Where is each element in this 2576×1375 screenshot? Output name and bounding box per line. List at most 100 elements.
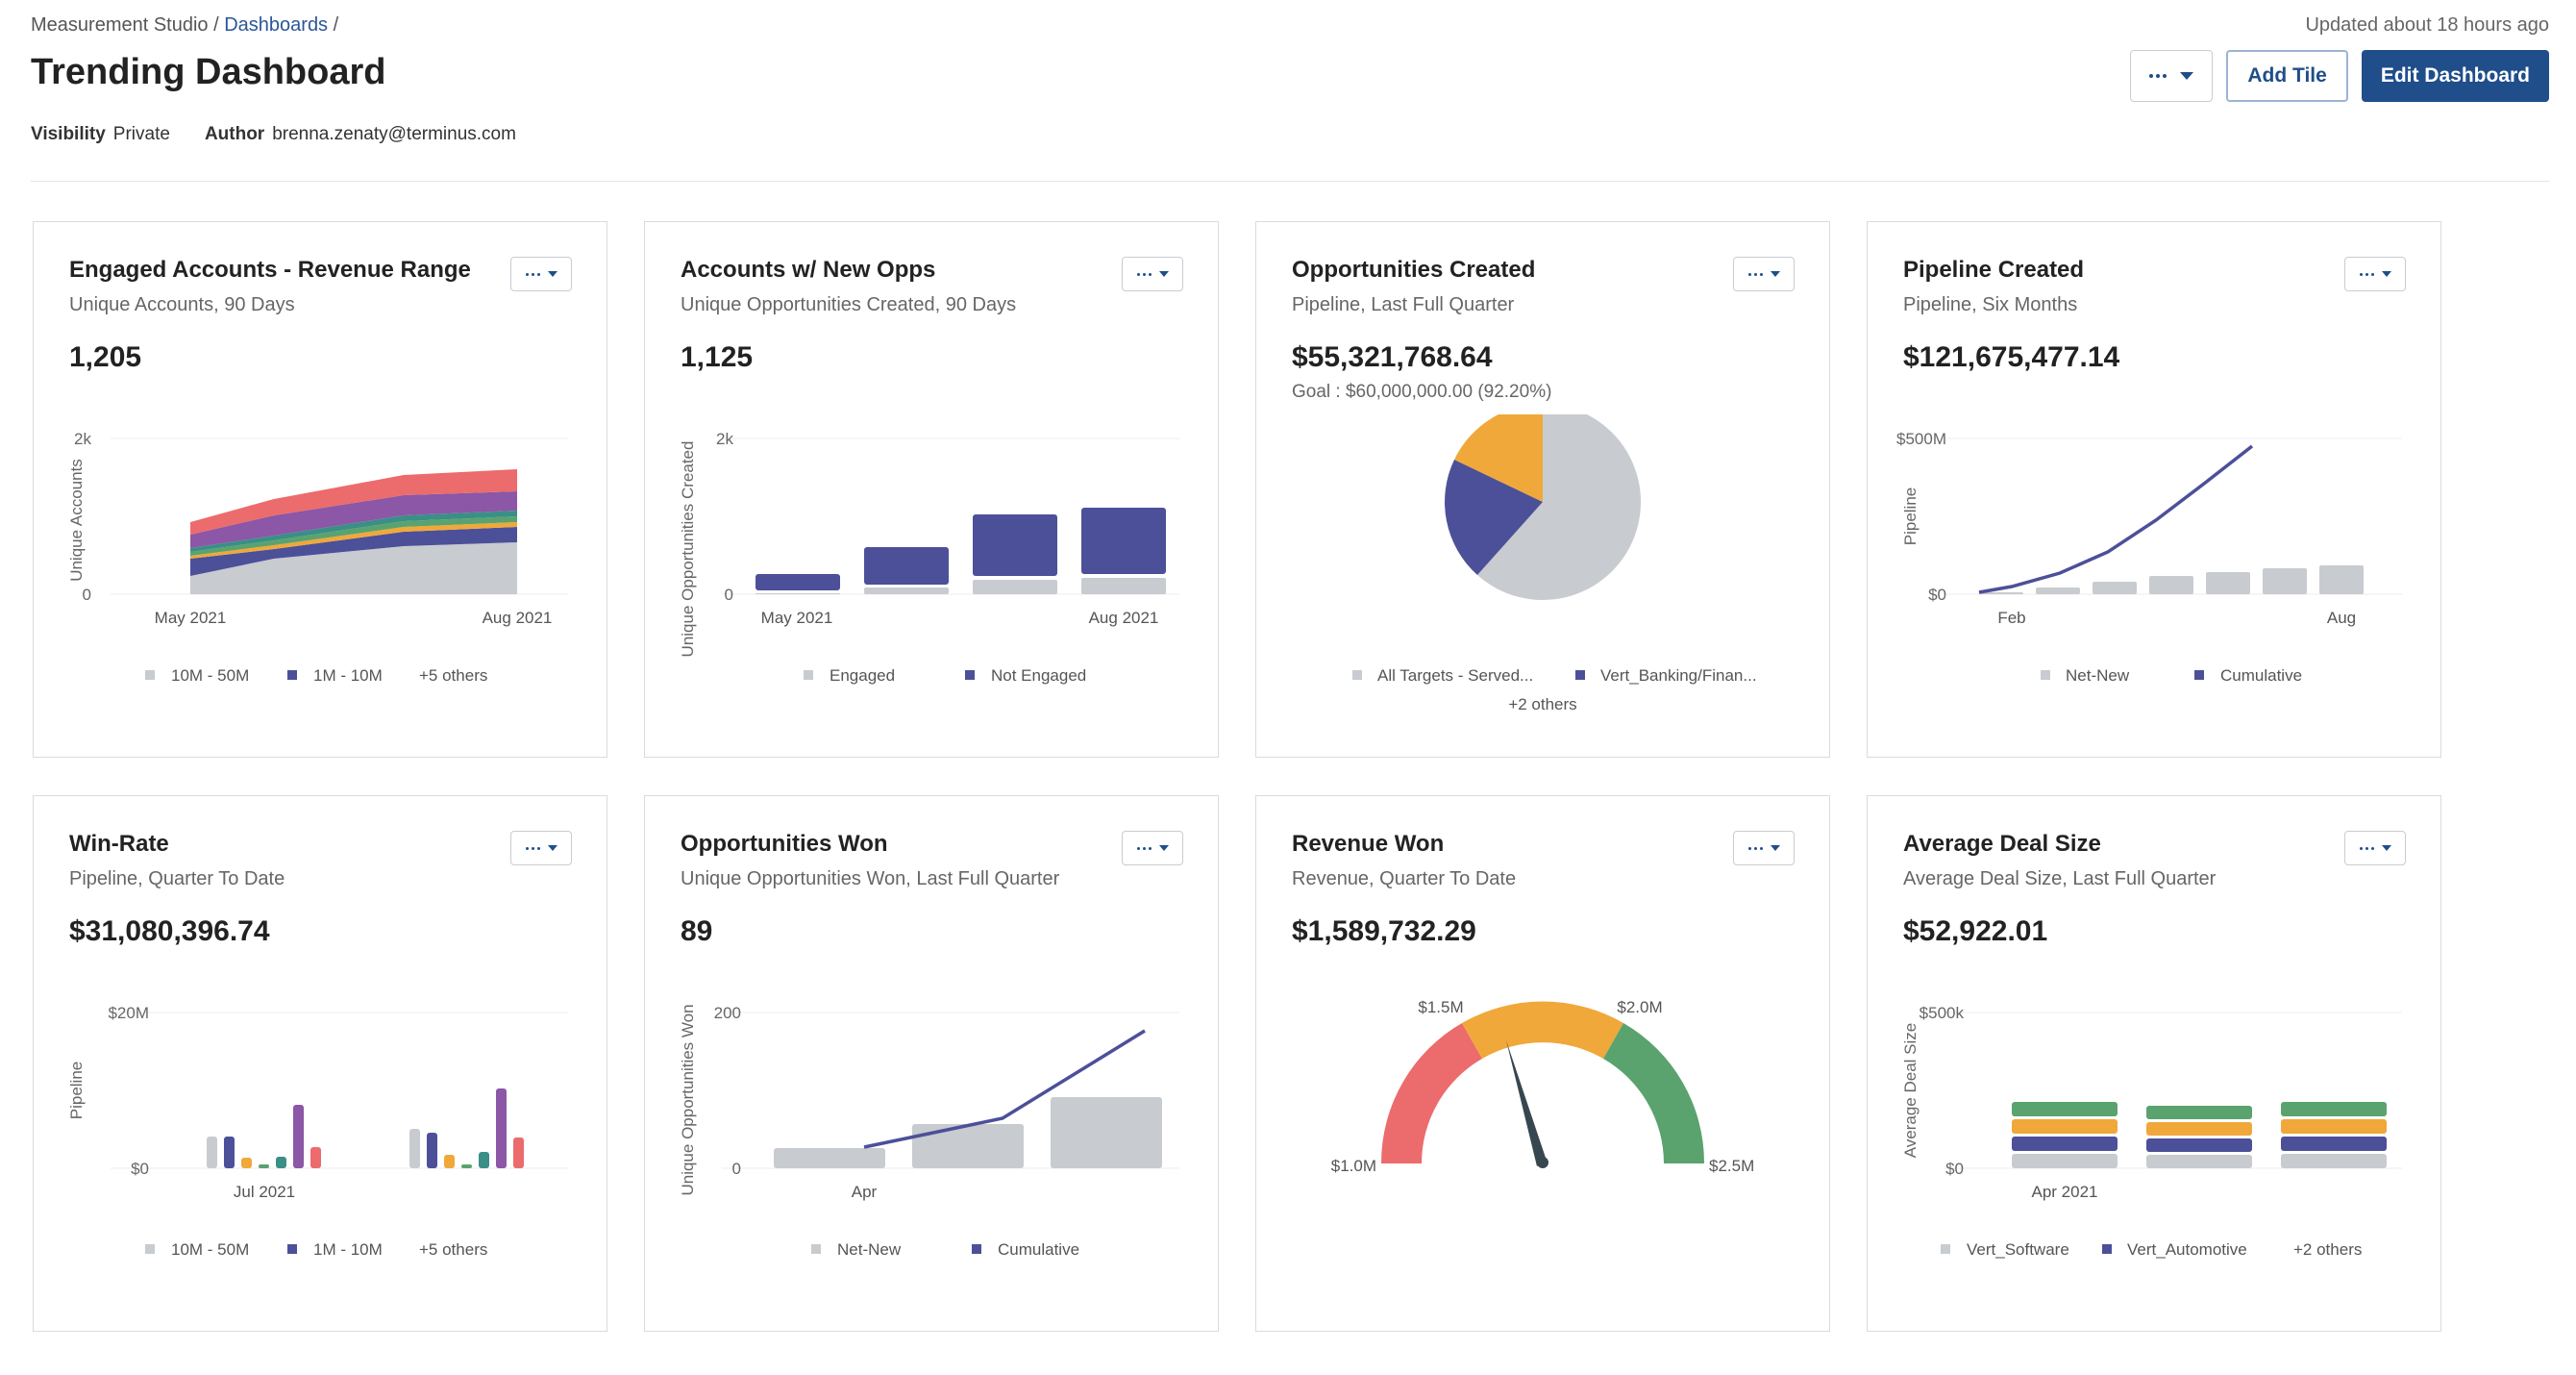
page-title: Trending Dashboard <box>31 52 386 92</box>
legend-swatch <box>804 670 813 680</box>
stacked-bar-chart: $500k $0 Average Deal Size Apr 2021 Vert… <box>1901 1004 2402 1259</box>
tile-subtitle: Pipeline, Quarter To Date <box>69 868 285 889</box>
tile-subtitle: Revenue, Quarter To Date <box>1292 868 1517 889</box>
tile-value: $55,321,768.64 <box>1292 341 1493 373</box>
legend-swatch <box>2194 670 2204 680</box>
bar-net-new <box>2036 588 2080 594</box>
y-tick-top: $500M <box>1896 430 1946 448</box>
author-label: Author <box>204 124 265 144</box>
legend-item[interactable]: 1M - 10M <box>313 1240 383 1259</box>
gauge-chart: $1.0M $1.5M $2.0M $2.5M <box>1331 998 1755 1175</box>
x-tick-label: Feb <box>1997 609 2025 627</box>
caret-down-icon <box>1770 845 1780 851</box>
add-tile-button[interactable]: Add Tile <box>2226 50 2348 102</box>
bar-net-new <box>2263 568 2307 594</box>
legend-more[interactable]: +2 others <box>2293 1240 2362 1259</box>
tile-menu-button[interactable] <box>1733 831 1795 865</box>
gauge-label: $2.0M <box>1617 998 1662 1016</box>
legend-more[interactable]: +2 others <box>1508 695 1576 713</box>
area-series-other <box>190 511 517 552</box>
tile-menu-button[interactable] <box>2344 257 2406 291</box>
tile-menu-button[interactable] <box>510 257 572 291</box>
gauge-band-red <box>1380 1023 1482 1163</box>
breadcrumb: Measurement Studio / Dashboards / <box>31 14 338 37</box>
tile-value: $121,675,477.14 <box>1903 341 2120 373</box>
legend-swatch <box>965 670 975 680</box>
legend-swatch <box>2102 1244 2112 1254</box>
tile-subtitle: Unique Opportunities Won, Last Full Quar… <box>681 868 1060 889</box>
area-chart: 2k 0 Unique Accounts May 2021 Aug 2021 1… <box>67 430 568 685</box>
bar-engaged <box>973 580 1057 594</box>
gauge-needle <box>1506 1040 1547 1166</box>
bar <box>496 1088 507 1168</box>
legend-swatch <box>811 1244 821 1254</box>
tile-menu-button[interactable] <box>1122 257 1183 291</box>
tile-value: $31,080,396.74 <box>69 915 270 947</box>
bar-segment <box>2012 1154 2118 1168</box>
y-tick-bottom: 0 <box>732 1160 741 1178</box>
legend-item[interactable]: 10M - 50M <box>171 1240 249 1259</box>
y-axis-label: Average Deal Size <box>1901 1023 1920 1159</box>
legend-swatch <box>2041 670 2050 680</box>
legend-item[interactable]: Vert_Banking/Finan... <box>1600 666 1757 685</box>
legend-item[interactable]: Vert_Automotive <box>2127 1240 2247 1259</box>
y-tick-bottom: 0 <box>725 586 733 604</box>
legend-item[interactable]: Cumulative <box>998 1240 1079 1259</box>
more-options-button[interactable] <box>2130 50 2214 102</box>
bar-engaged <box>1081 578 1166 594</box>
tile-value: 1,125 <box>681 341 754 373</box>
bar <box>427 1133 437 1168</box>
caret-down-icon <box>1158 271 1169 277</box>
tile-value: $52,922.01 <box>1903 915 2048 947</box>
gauge-label-max: $2.5M <box>1709 1157 1754 1175</box>
area-series-other <box>190 469 517 535</box>
legend-swatch <box>1352 670 1362 680</box>
legend-item[interactable]: 1M - 10M <box>313 666 383 685</box>
y-axis-label: Unique Accounts <box>67 459 86 582</box>
caret-down-icon <box>1158 845 1169 851</box>
legend-item[interactable]: Net-New <box>2066 666 2130 685</box>
tile-title: Opportunities Created <box>1292 257 1536 283</box>
y-axis-label: Pipeline <box>67 1062 86 1120</box>
bar-not-engaged <box>864 547 949 585</box>
tile-menu-button[interactable] <box>510 831 572 865</box>
legend-item[interactable]: Vert_Software <box>1967 1240 2069 1259</box>
tile-engaged-accounts: Engaged Accounts - Revenue Range Unique … <box>33 221 607 758</box>
gauge-band-orange <box>1462 1001 1623 1059</box>
edit-dashboard-button[interactable]: Edit Dashboard <box>2361 50 2549 102</box>
bar-engaged <box>755 593 840 594</box>
more-dots-icon <box>525 846 540 850</box>
legend-item[interactable]: Net-New <box>837 1240 902 1259</box>
legend-item[interactable]: All Targets - Served... <box>1377 666 1533 685</box>
area-series-other <box>190 516 517 556</box>
tile-menu-button[interactable] <box>1733 257 1795 291</box>
y-tick-top: 2k <box>716 430 733 448</box>
legend-item[interactable]: 10M - 50M <box>171 666 249 685</box>
tile-title: Accounts w/ New Opps <box>681 257 936 283</box>
bar <box>461 1164 472 1168</box>
author-value: brenna.zenaty@terminus.com <box>272 124 516 144</box>
legend-item[interactable]: Cumulative <box>2220 666 2302 685</box>
legend-more[interactable]: +5 others <box>419 666 487 685</box>
header-actions: Add Tile Edit Dashboard <box>2130 50 2549 102</box>
bar-chart: 2k 0 Unique Opportunities Created May 20… <box>679 430 1179 685</box>
more-dots-icon <box>1136 272 1152 276</box>
tile-goal: Goal : $60,000,000.00 (92.20%) <box>1292 382 1552 402</box>
tile-subtitle: Pipeline, Six Months <box>1903 294 2078 315</box>
breadcrumb-dashboards-link[interactable]: Dashboards <box>224 14 329 36</box>
tile-menu-button[interactable] <box>2344 831 2406 865</box>
y-axis-label: Unique Opportunities Won <box>679 1004 697 1195</box>
legend-swatch <box>145 1244 155 1254</box>
tile-win-rate: Win-Rate Pipeline, Quarter To Date $31,0… <box>33 795 607 1332</box>
tile-menu-button[interactable] <box>1122 831 1183 865</box>
x-tick-label: Aug 2021 <box>1089 609 1159 627</box>
updated-timestamp: Updated about 18 hours ago <box>2305 14 2549 36</box>
gauge-band-green <box>1603 1023 1705 1163</box>
tile-subtitle: Unique Opportunities Created, 90 Days <box>681 294 1017 315</box>
y-tick-bottom: 0 <box>83 586 91 604</box>
legend-item[interactable]: Engaged <box>830 666 895 685</box>
legend-more[interactable]: +5 others <box>419 1240 487 1259</box>
legend-item[interactable]: Not Engaged <box>991 666 1086 685</box>
x-tick-label: Aug 2021 <box>483 609 553 627</box>
bar-net-new <box>2093 582 2137 594</box>
